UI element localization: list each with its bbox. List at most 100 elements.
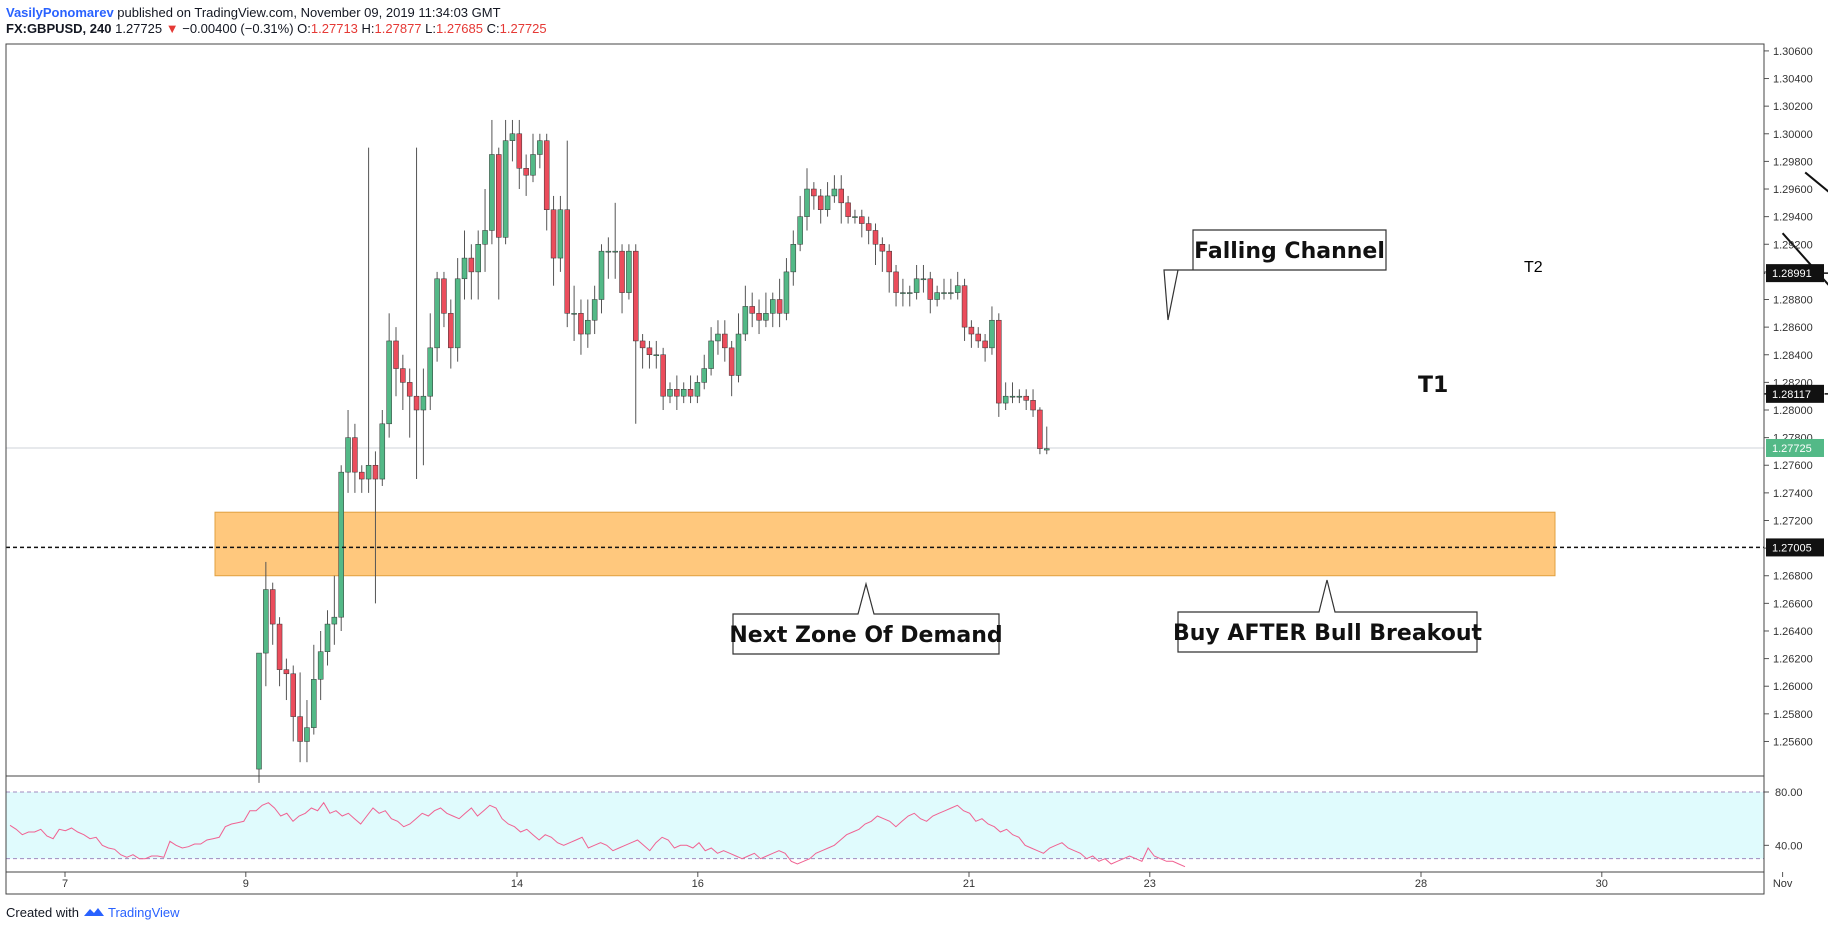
candle[interactable] <box>831 188 838 197</box>
candle[interactable] <box>516 133 523 169</box>
candle[interactable] <box>790 244 797 273</box>
candle[interactable] <box>461 257 468 280</box>
candle[interactable] <box>612 250 618 253</box>
candle[interactable] <box>598 250 605 300</box>
candle[interactable] <box>886 250 892 273</box>
candle[interactable] <box>811 188 817 197</box>
candle[interactable] <box>715 333 721 342</box>
author-link[interactable]: VasilyPonomarev <box>6 5 114 20</box>
tradingview-logo-icon[interactable] <box>83 905 108 920</box>
candle[interactable] <box>749 306 755 314</box>
candle[interactable] <box>400 368 406 383</box>
candle[interactable] <box>667 389 673 397</box>
candle[interactable] <box>948 292 954 294</box>
candle[interactable] <box>502 140 509 238</box>
candle[interactable] <box>406 382 413 397</box>
candle[interactable] <box>441 278 447 314</box>
candle[interactable] <box>783 271 790 314</box>
candle[interactable] <box>728 347 735 376</box>
candle[interactable] <box>283 669 290 675</box>
candle[interactable] <box>345 437 351 473</box>
candle[interactable] <box>975 333 981 342</box>
candle[interactable] <box>674 389 680 397</box>
candle[interactable] <box>708 340 714 369</box>
candle[interactable] <box>865 223 872 231</box>
candle[interactable] <box>564 209 570 314</box>
candle[interactable] <box>297 716 303 742</box>
candle[interactable] <box>1016 395 1023 398</box>
candle[interactable] <box>742 306 749 335</box>
candle[interactable] <box>365 464 372 480</box>
candle[interactable] <box>920 278 927 281</box>
candle[interactable] <box>256 652 262 770</box>
candle[interactable] <box>817 195 824 210</box>
candle[interactable] <box>879 244 886 252</box>
candle[interactable] <box>413 395 420 411</box>
candle[interactable] <box>448 313 454 349</box>
candle[interactable] <box>626 250 632 293</box>
candle[interactable] <box>996 319 1002 404</box>
candle[interactable] <box>859 216 865 224</box>
candle[interactable] <box>605 250 612 253</box>
candle[interactable] <box>543 140 550 210</box>
tradingview-brand[interactable]: TradingView <box>108 905 180 920</box>
candle[interactable] <box>907 292 913 294</box>
candle[interactable] <box>776 299 783 314</box>
candle[interactable] <box>276 623 283 670</box>
candle[interactable] <box>968 326 975 335</box>
candle[interactable] <box>1023 395 1029 401</box>
candle[interactable] <box>379 423 386 480</box>
candle[interactable] <box>317 651 324 680</box>
symbol-label[interactable]: FX:GBPUSD, 240 <box>6 21 112 36</box>
candle[interactable] <box>393 340 399 369</box>
candle[interactable] <box>427 347 433 397</box>
candle[interactable] <box>961 285 968 328</box>
candle[interactable] <box>578 313 584 335</box>
demand-zone[interactable] <box>214 511 1556 577</box>
candle[interactable] <box>489 154 495 231</box>
candle[interactable] <box>694 382 701 397</box>
candle[interactable] <box>687 389 694 397</box>
candle[interactable] <box>900 292 906 294</box>
candle[interactable] <box>372 464 379 480</box>
candle[interactable] <box>770 299 776 314</box>
candle[interactable] <box>1030 400 1036 411</box>
candle[interactable] <box>571 313 577 315</box>
candle[interactable] <box>468 257 475 273</box>
candle[interactable] <box>763 313 769 321</box>
candle[interactable] <box>269 589 276 625</box>
candle[interactable] <box>475 244 481 273</box>
candle[interactable] <box>482 230 488 245</box>
candle[interactable] <box>653 354 660 357</box>
candle[interactable] <box>263 589 269 654</box>
candle[interactable] <box>954 285 961 293</box>
candle[interactable] <box>633 250 639 342</box>
candle[interactable] <box>1002 395 1009 404</box>
candle[interactable] <box>331 616 338 625</box>
candle[interactable] <box>290 673 296 717</box>
candle[interactable] <box>639 340 646 349</box>
candle[interactable] <box>338 471 344 618</box>
candle[interactable] <box>359 471 365 480</box>
falling-channel-callout[interactable]: Falling Channel <box>1163 229 1387 321</box>
candle[interactable] <box>872 230 879 245</box>
candle[interactable] <box>591 299 598 321</box>
candle[interactable] <box>1037 409 1043 449</box>
candle[interactable] <box>735 333 742 376</box>
candle[interactable] <box>530 154 536 176</box>
candle[interactable] <box>550 209 557 259</box>
candle[interactable] <box>824 195 831 210</box>
candle[interactable] <box>557 209 564 259</box>
candle[interactable] <box>982 340 988 349</box>
candle[interactable] <box>845 202 851 217</box>
candle[interactable] <box>804 188 810 217</box>
candle[interactable] <box>311 679 317 728</box>
candle[interactable] <box>496 154 502 238</box>
candle[interactable] <box>523 168 529 176</box>
candle[interactable] <box>756 313 762 321</box>
candle[interactable] <box>585 319 591 335</box>
candle[interactable] <box>454 278 461 349</box>
candle[interactable] <box>893 271 899 293</box>
candle[interactable] <box>797 216 803 245</box>
